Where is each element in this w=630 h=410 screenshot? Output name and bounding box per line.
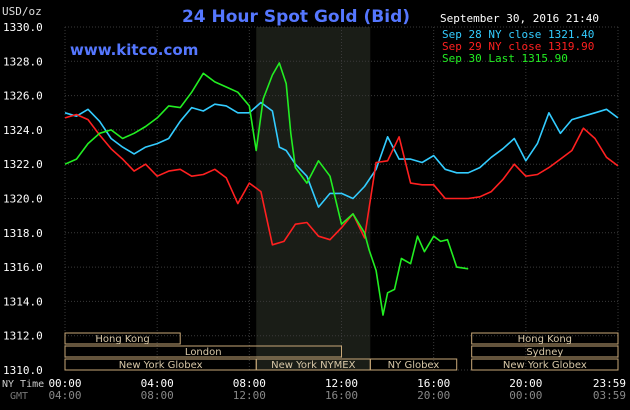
y-tick-label: 1310.0 <box>3 364 43 377</box>
y-tick-label: 1330.0 <box>3 21 43 34</box>
session-bar <box>471 345 619 358</box>
session-bar <box>64 332 181 345</box>
x-axis-tick-labels: 00:00 04:00 08:00 12:00 16:00 20:00 23:5904:00… <box>48 377 626 402</box>
x-tick-label-gmt: 03:59 <box>593 389 626 402</box>
x-tick-label-gmt: 16:00 <box>325 389 358 402</box>
legend: Sep 28 NY close 1321.40 Sep 29 NY close … <box>442 28 594 65</box>
session-label: NY Globex <box>388 360 440 371</box>
y-tick-label: 1314.0 <box>3 295 43 308</box>
market-session-bars: Hong Kong Hong Kong London Sydney New York G… <box>64 332 619 371</box>
y-axis-tick-labels: 1330.0 1328.0 1326.0 1324.0 1322.0 1320.0 1318… <box>3 21 43 377</box>
x-tick-label-ny: 00:00 <box>48 377 81 390</box>
y-tick-label: 1316.0 <box>3 261 43 274</box>
session-label: New York Globex <box>503 360 587 371</box>
x-tick-label-ny: 12:00 <box>325 377 358 390</box>
y-axis-unit: USD/oz <box>2 5 42 18</box>
session-bar <box>471 358 619 371</box>
chart-timestamp: September 30, 2016 21:40 <box>440 12 599 25</box>
gmt-label: GMT <box>10 391 28 402</box>
session-bar <box>64 345 342 358</box>
y-tick-label: 1322.0 <box>3 158 43 171</box>
series-line <box>64 113 619 246</box>
x-tick-label-gmt: 00:00 <box>509 389 542 402</box>
legend-item-sep28: Sep 28 NY close 1321.40 <box>442 28 594 41</box>
x-tick-label-ny: 16:00 <box>417 377 450 390</box>
kitco-watermark: www.kitco.com <box>70 41 198 59</box>
session-label: Hong Kong <box>518 334 572 345</box>
legend-item-sep29: Sep 29 NY close 1319.90 <box>442 40 594 53</box>
y-tick-label: 1324.0 <box>3 124 43 137</box>
session-label: Hong Kong <box>95 334 149 345</box>
price-series <box>64 62 619 316</box>
y-tick-label: 1326.0 <box>3 90 43 103</box>
session-label: New York NYMEX <box>271 360 356 371</box>
session-bar <box>471 332 619 345</box>
x-tick-label-ny: 23:59 <box>593 377 626 390</box>
y-tick-label: 1328.0 <box>3 55 43 68</box>
x-tick-label-gmt: 12:00 <box>233 389 266 402</box>
y-tick-label: 1320.0 <box>3 193 43 206</box>
chart-title: 24 Hour Spot Gold (Bid) <box>182 7 410 27</box>
series-line <box>64 101 619 208</box>
y-tick-label: 1318.0 <box>3 227 43 240</box>
x-tick-label-gmt: 04:00 <box>48 389 81 402</box>
x-tick-label-gmt: 20:00 <box>417 389 450 402</box>
series-line <box>64 62 469 316</box>
y-tick-label: 1312.0 <box>3 330 43 343</box>
session-label: Sydney <box>526 347 563 358</box>
x-tick-label-ny: 20:00 <box>509 377 542 390</box>
legend-item-sep30: Sep 30 Last 1315.90 <box>442 52 568 65</box>
session-label: New York Globex <box>119 360 203 371</box>
x-tick-label-ny: 08:00 <box>233 377 266 390</box>
ny-time-label: NY Time <box>2 379 44 390</box>
session-label: London <box>185 347 222 358</box>
x-tick-label-gmt: 08:00 <box>141 389 174 402</box>
session-bar <box>369 358 458 371</box>
x-tick-label-ny: 04:00 <box>141 377 174 390</box>
